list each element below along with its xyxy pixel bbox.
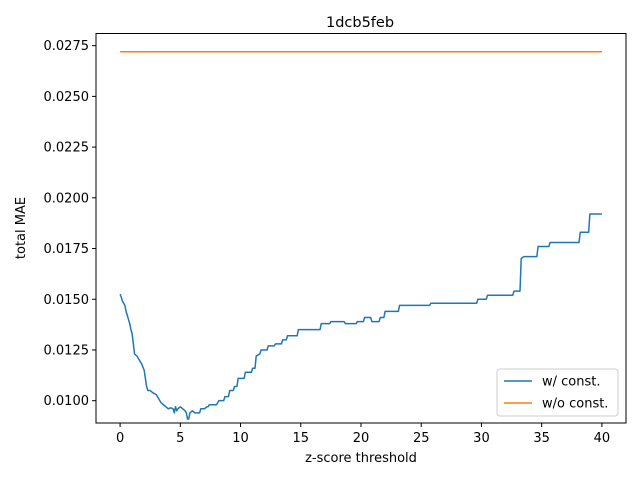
x-tick-label: 40 [594, 431, 611, 446]
x-tick-label: 10 [232, 431, 249, 446]
y-tick-label: 0.0200 [44, 191, 90, 206]
y-tick-label: 0.0250 [44, 90, 90, 105]
chart-title: 1dcb5feb [326, 15, 394, 31]
x-tick-label: 20 [353, 431, 370, 446]
plot-lines [119, 51, 602, 420]
x-tick-label: 0 [116, 431, 124, 446]
legend-label-w-const: w/ const. [542, 375, 601, 390]
series-line-w-const [119, 213, 602, 420]
x-tick-label: 35 [533, 431, 550, 446]
x-tick-label: 30 [473, 431, 490, 446]
legend-label-wo-const: w/o const. [542, 397, 608, 412]
x-tick-label: 5 [176, 431, 184, 446]
y-tick-label: 0.0275 [44, 39, 90, 54]
y-tick-label: 0.0175 [44, 242, 90, 257]
legend: w/ const. w/o const. [496, 368, 619, 417]
y-axis-ticks: 0.0100 0.0125 0.0150 0.0175 0.0200 0.0225 0.02… [44, 39, 96, 409]
y-tick-label: 0.0125 [44, 343, 90, 358]
y-tick-label: 0.0100 [44, 394, 90, 409]
y-tick-label: 0.0150 [44, 293, 90, 308]
x-tick-label: 15 [292, 431, 309, 446]
y-tick-label: 0.0225 [44, 141, 90, 156]
x-axis-ticks: 0 5 10 15 20 25 30 35 40 [116, 423, 610, 446]
y-axis-label: total MAE [14, 197, 29, 259]
x-tick-label: 25 [413, 431, 430, 446]
x-axis-label: z-score threshold [305, 451, 417, 466]
plot-area-frame [95, 33, 627, 424]
